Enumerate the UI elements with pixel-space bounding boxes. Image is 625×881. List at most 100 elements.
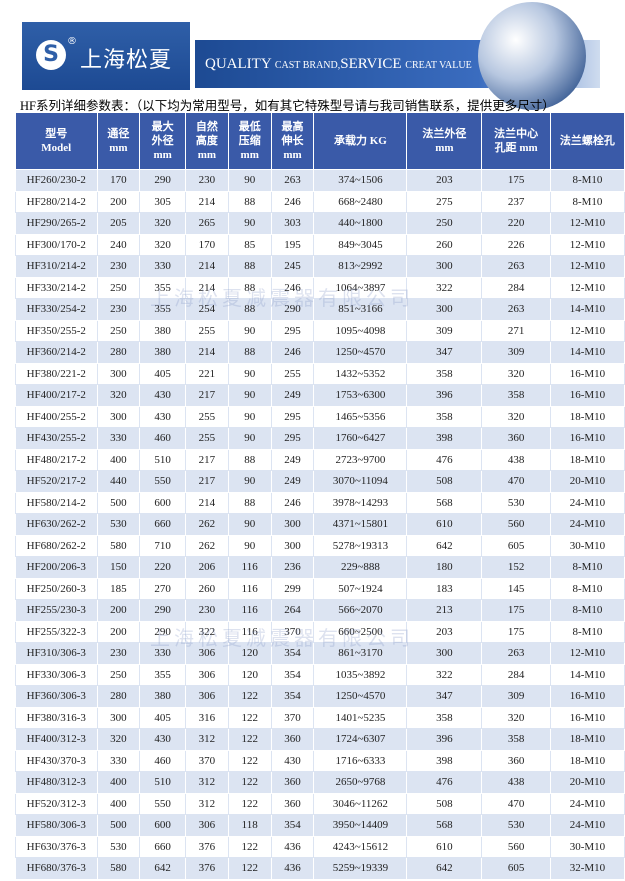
cell: 500 <box>96 491 141 514</box>
cell: 90 <box>227 513 272 536</box>
cell: 460 <box>139 427 186 450</box>
cell: HF350/255-2 <box>15 319 98 342</box>
cell: 16-M10 <box>549 685 625 708</box>
cell: 580 <box>96 534 141 557</box>
cell: 260 <box>184 577 229 600</box>
cell: 120 <box>227 642 272 665</box>
cell: 8-M10 <box>549 599 625 622</box>
cell: 3070~11094 <box>313 470 408 493</box>
table-row: HF380/221-2 300 405 221 90 255 1432~5352 358 320… <box>15 362 625 385</box>
cell: 330 <box>139 642 186 665</box>
header-line: 法兰螺栓孔 <box>559 135 615 147</box>
cell: HF330/254-2 <box>15 298 98 321</box>
cell: 122 <box>227 857 272 880</box>
header-line: mm <box>240 149 259 161</box>
cell: 396 <box>406 384 483 407</box>
table-row: HF300/170-2 240 320 170 85 195 849~3045 260 226 1… <box>15 233 625 256</box>
cell: 320 <box>481 362 551 385</box>
cell: 510 <box>139 771 186 794</box>
cell: 250 <box>96 319 141 342</box>
cell: 203 <box>406 620 483 643</box>
column-header: 最高 伸长 mm <box>270 112 315 170</box>
cell: 295 <box>270 405 315 428</box>
cell: HF360/306-3 <box>15 685 98 708</box>
cell: 568 <box>406 491 483 514</box>
cell: 12-M10 <box>549 233 625 256</box>
cell: 354 <box>270 685 315 708</box>
table-row: HF430/255-2 330 460 255 90 295 1760~6427 398 360… <box>15 427 625 450</box>
cell: 530 <box>481 491 551 514</box>
slogan: QUALITY <box>205 56 272 72</box>
cell: HF310/306-3 <box>15 642 98 665</box>
cell: HF680/376-3 <box>15 857 98 880</box>
cell: 358 <box>406 706 483 729</box>
cell: 230 <box>96 298 141 321</box>
logo-mark: S <box>36 40 66 70</box>
header-line: Model <box>41 142 72 154</box>
cell: 330 <box>96 427 141 450</box>
cell: 90 <box>227 169 272 192</box>
cell: 668~2480 <box>313 190 408 213</box>
table-row: HF400/312-3 320 430 312 122 360 1724~6307 396 35… <box>15 728 625 751</box>
cell: 370 <box>270 706 315 729</box>
cell: 88 <box>227 190 272 213</box>
cell: 300 <box>96 362 141 385</box>
cell: 476 <box>406 771 483 794</box>
cell: 16-M10 <box>549 384 625 407</box>
cell: 8-M10 <box>549 169 625 192</box>
table-row: HF250/260-3 185 270 260 116 299 507~1924 183 145… <box>15 577 625 600</box>
header-line: 高度 <box>195 135 218 147</box>
cell: 550 <box>139 792 186 815</box>
cell: 320 <box>139 233 186 256</box>
cell: 90 <box>227 212 272 235</box>
cell: 1724~6307 <box>313 728 408 751</box>
cell: 530 <box>96 835 141 858</box>
cell: 330 <box>139 255 186 278</box>
cell: 255 <box>184 405 229 428</box>
cell: 530 <box>481 814 551 837</box>
cell: 122 <box>227 685 272 708</box>
cell: 861~3170 <box>313 642 408 665</box>
cell: 12-M10 <box>549 319 625 342</box>
cell: 180 <box>406 556 483 579</box>
cell: 710 <box>139 534 186 557</box>
cell: 580 <box>96 857 141 880</box>
cell: 605 <box>481 857 551 880</box>
cell: 400 <box>96 792 141 815</box>
column-header: 型号 Model <box>15 112 98 170</box>
cell: 600 <box>139 491 186 514</box>
cell: HF430/255-2 <box>15 427 98 450</box>
table-row: HF360/214-2 280 380 214 88 246 1250~4570 347 309… <box>15 341 625 364</box>
cell: 18-M10 <box>549 405 625 428</box>
cell: 300 <box>270 534 315 557</box>
cell: 642 <box>406 857 483 880</box>
cell: 530 <box>96 513 141 536</box>
cell: 116 <box>227 577 272 600</box>
cell: 255 <box>270 362 315 385</box>
cell: 12-M10 <box>549 642 625 665</box>
table-row: HF520/217-2 440 550 217 90 249 3070~11094 508 47… <box>15 470 625 493</box>
slogan: CREAT VALUE <box>405 60 472 71</box>
cell: 220 <box>481 212 551 235</box>
cell: 430 <box>139 728 186 751</box>
cell: 3950~14409 <box>313 814 408 837</box>
cell: 309 <box>481 341 551 364</box>
table-row: HF480/312-3 400 510 312 122 360 2650~9768 476 43… <box>15 771 625 794</box>
cell: 88 <box>227 491 272 514</box>
column-header: 法兰外径 mm <box>406 112 483 170</box>
header-line: 伸长 <box>281 135 304 147</box>
cell: HF580/214-2 <box>15 491 98 514</box>
cell: 271 <box>481 319 551 342</box>
table-row: HF400/255-2 300 430 255 90 295 1465~5356 358 320… <box>15 405 625 428</box>
cell: HF260/230-2 <box>15 169 98 192</box>
cell: 436 <box>270 835 315 858</box>
header-line: 通径 <box>107 128 130 140</box>
cell: 236 <box>270 556 315 579</box>
cell: 24-M10 <box>549 491 625 514</box>
header-line: 最低 <box>238 121 261 133</box>
column-header: 自然 高度 mm <box>184 112 229 170</box>
cell: 440 <box>96 470 141 493</box>
cell: 312 <box>184 771 229 794</box>
header-line: 最高 <box>281 121 304 133</box>
cell: 358 <box>406 405 483 428</box>
